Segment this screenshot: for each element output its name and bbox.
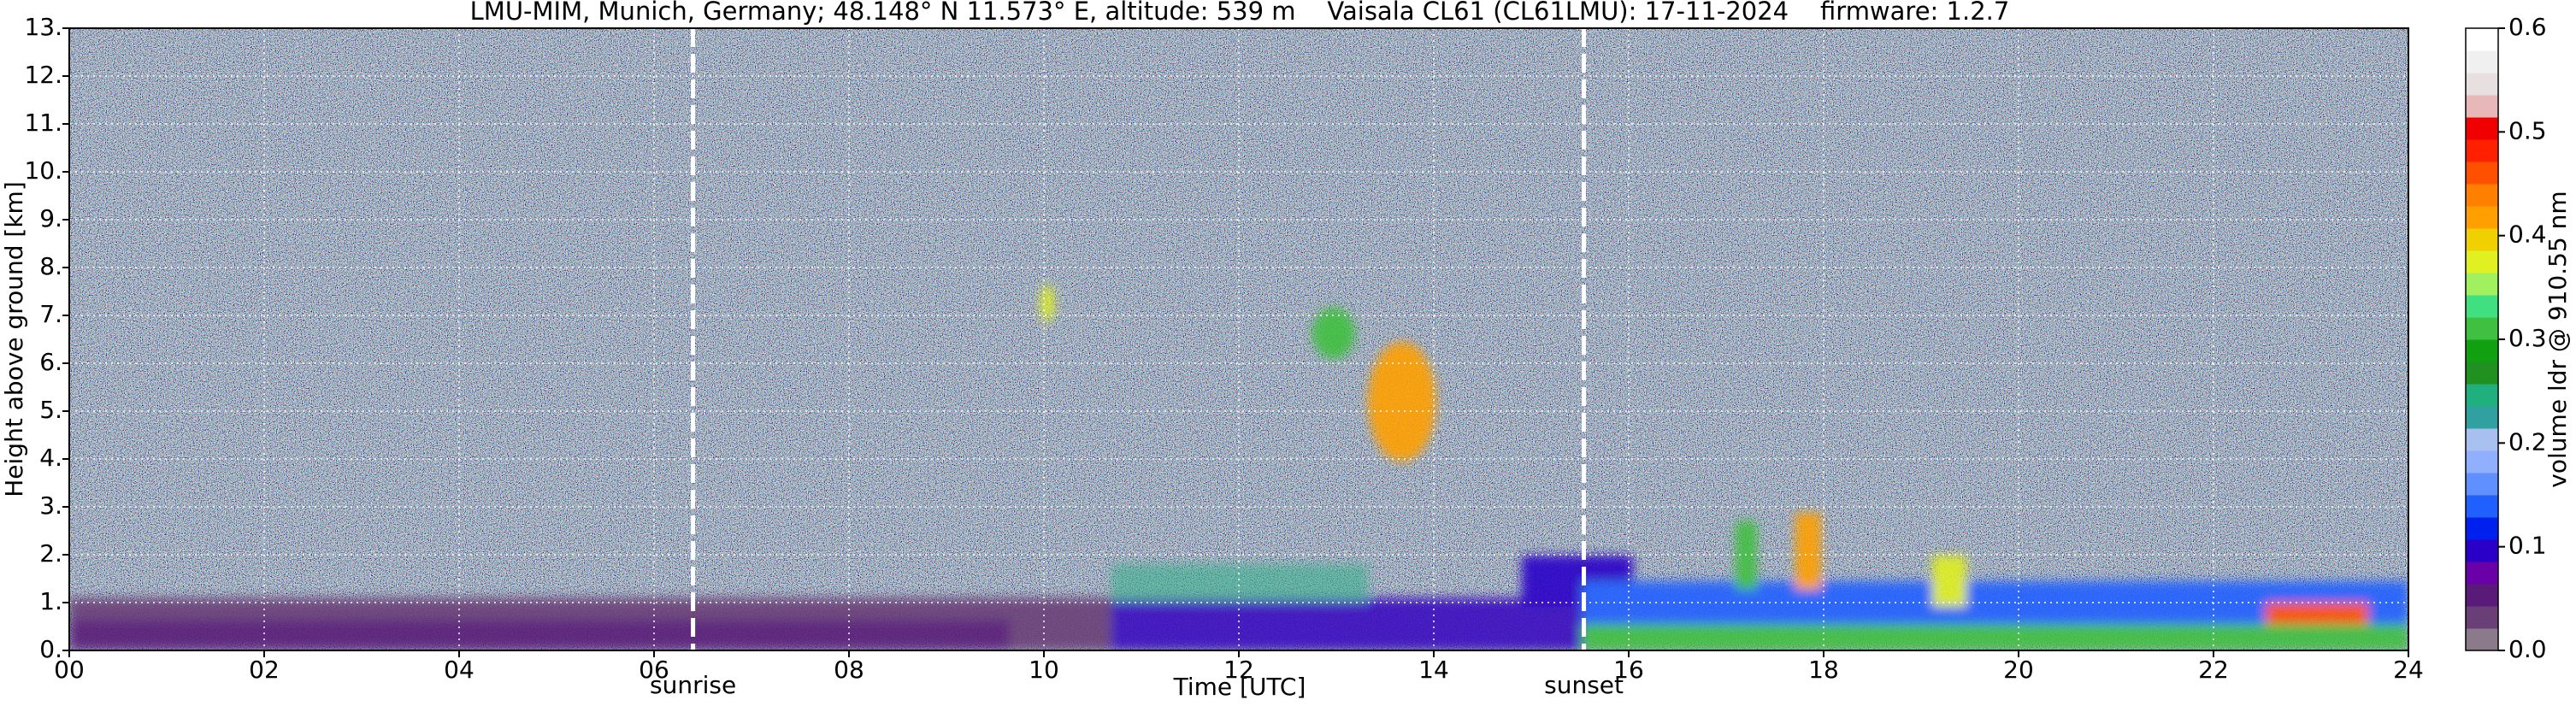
colorbar-segment — [2466, 206, 2498, 229]
colorbar-label: volume ldr @ 910.55 nm — [2544, 191, 2572, 487]
colorbar-segment — [2466, 117, 2498, 140]
x-tick-label: 22 — [2198, 656, 2229, 684]
colorbar-tick-label: 0.0 — [2508, 635, 2547, 663]
colorbar-segment — [2466, 28, 2498, 51]
y-tick-label: 4. — [39, 444, 62, 472]
colorbar-segment — [2466, 473, 2498, 496]
x-tick-label: 06 — [639, 656, 669, 684]
y-tick-label: 11. — [24, 109, 62, 137]
x-axis-label: Time [UTC] — [1173, 673, 1306, 701]
colorbar-segment — [2466, 228, 2498, 251]
colorbar-segment — [2466, 384, 2498, 407]
y-tick-label: 13. — [24, 13, 62, 41]
colorbar-tick-label: 0.3 — [2508, 324, 2547, 352]
aerosol-layers — [69, 285, 2408, 650]
colorbar-segment — [2466, 339, 2498, 362]
colorbar-tick-label: 0.4 — [2508, 221, 2547, 249]
colorbar-tick-label: 0.1 — [2508, 532, 2547, 560]
x-tick-label: 08 — [834, 656, 864, 684]
y-tick-label: 9. — [39, 204, 62, 232]
y-tick-label: 1. — [39, 587, 62, 615]
colorbar-segment — [2466, 517, 2498, 540]
y-tick-label: 2. — [39, 539, 62, 568]
x-tick-label: 18 — [1808, 656, 1839, 684]
x-tick-label: 10 — [1029, 656, 1059, 684]
colorbar-segment — [2466, 273, 2498, 296]
colorbar-segment — [2466, 539, 2498, 562]
colorbar-tick-label: 0.6 — [2508, 13, 2547, 41]
colorbar-segment — [2466, 428, 2498, 451]
colorbar-segment — [2466, 450, 2498, 474]
x-tick-label: 20 — [2003, 656, 2034, 684]
x-tick-label: 02 — [249, 656, 280, 684]
event-label: sunrise — [650, 671, 736, 699]
y-tick-label: 10. — [24, 156, 62, 185]
colorbar-segment — [2466, 562, 2498, 585]
colorbar-segment — [2466, 139, 2498, 162]
colorbar-segment — [2466, 628, 2498, 651]
y-tick-label: 7. — [39, 300, 62, 328]
colorbar-segment — [2466, 73, 2498, 96]
colorbar-segment — [2466, 606, 2498, 629]
x-tick-label: 12 — [1223, 656, 1254, 684]
x-tick-label: 04 — [444, 656, 475, 684]
y-tick-label: 6. — [39, 348, 62, 376]
colorbar-segment — [2466, 162, 2498, 185]
y-tick-label: 0. — [39, 635, 62, 663]
y-tick-label: 3. — [39, 491, 62, 520]
colorbar-segment — [2466, 50, 2498, 74]
colorbar-tick-label: 0.2 — [2508, 427, 2547, 456]
x-tick-label: 24 — [2393, 656, 2424, 684]
x-tick-label: 14 — [1418, 656, 1449, 684]
colorbar-segment — [2466, 317, 2498, 340]
plot-frame — [68, 27, 2409, 651]
colorbar-segment — [2466, 362, 2498, 385]
colorbar-segment — [2466, 250, 2498, 274]
colorbar-segment — [2466, 184, 2498, 207]
colorbar-segment — [2466, 495, 2498, 518]
y-tick-label: 8. — [39, 252, 62, 280]
x-tick-label: 00 — [54, 656, 85, 684]
x-tick-label: 16 — [1613, 656, 1644, 684]
colorbar-segment — [2466, 95, 2498, 118]
colorbar-segment — [2466, 295, 2498, 318]
colorbar-segment — [2466, 406, 2498, 429]
y-axis-label: Height above ground [km] — [0, 181, 28, 497]
y-tick-label: 5. — [39, 396, 62, 424]
colorbar-tick-label: 0.5 — [2508, 116, 2547, 144]
y-tick-label: 12. — [24, 61, 62, 89]
colorbar-segment — [2466, 584, 2498, 607]
event-label: sunset — [1544, 671, 1624, 699]
chart-title: LMU-MIM, Munich, Germany; 48.148° N 11.5… — [470, 0, 2010, 26]
